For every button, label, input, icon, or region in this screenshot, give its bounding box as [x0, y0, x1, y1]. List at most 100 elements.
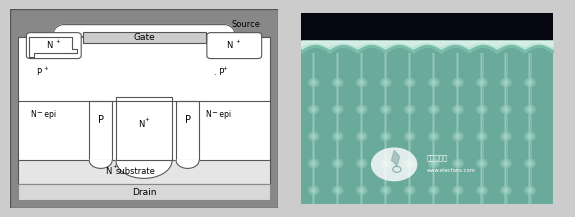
Ellipse shape	[479, 107, 485, 112]
Ellipse shape	[404, 132, 416, 141]
Ellipse shape	[524, 132, 536, 141]
Ellipse shape	[476, 186, 488, 195]
Text: N: N	[138, 120, 144, 129]
Ellipse shape	[476, 132, 488, 141]
Ellipse shape	[380, 186, 392, 195]
Ellipse shape	[428, 159, 439, 168]
Text: N: N	[106, 167, 112, 176]
Bar	[409, 53, 411, 204]
Ellipse shape	[308, 78, 319, 87]
Ellipse shape	[452, 186, 463, 195]
Ellipse shape	[431, 107, 436, 112]
Ellipse shape	[404, 159, 416, 168]
Ellipse shape	[407, 134, 413, 139]
Text: epi: epi	[217, 110, 231, 119]
Ellipse shape	[407, 161, 413, 166]
Ellipse shape	[380, 105, 392, 114]
Ellipse shape	[431, 161, 436, 166]
Ellipse shape	[524, 159, 536, 168]
Ellipse shape	[310, 188, 316, 193]
Ellipse shape	[335, 161, 340, 166]
Text: −: −	[212, 110, 217, 117]
Ellipse shape	[476, 105, 488, 114]
Ellipse shape	[308, 159, 319, 168]
Ellipse shape	[527, 80, 533, 85]
Text: +: +	[236, 39, 240, 44]
Polygon shape	[29, 37, 77, 57]
Ellipse shape	[455, 107, 461, 112]
Ellipse shape	[428, 78, 439, 87]
Bar	[360, 53, 363, 204]
Ellipse shape	[380, 159, 392, 168]
Ellipse shape	[524, 186, 536, 195]
Circle shape	[371, 147, 417, 181]
Ellipse shape	[428, 186, 439, 195]
FancyBboxPatch shape	[26, 33, 81, 59]
Bar	[457, 53, 458, 204]
Ellipse shape	[452, 132, 463, 141]
Bar	[384, 53, 388, 204]
Ellipse shape	[428, 132, 439, 141]
Ellipse shape	[407, 188, 413, 193]
Ellipse shape	[455, 161, 461, 166]
Ellipse shape	[527, 134, 533, 139]
Text: +: +	[223, 66, 227, 71]
Ellipse shape	[356, 132, 367, 141]
Ellipse shape	[335, 188, 340, 193]
Polygon shape	[53, 25, 235, 37]
Bar	[18, 160, 270, 184]
Ellipse shape	[356, 159, 367, 168]
Ellipse shape	[383, 134, 389, 139]
Polygon shape	[89, 160, 112, 168]
Ellipse shape	[452, 105, 463, 114]
Ellipse shape	[359, 161, 365, 166]
Ellipse shape	[455, 80, 461, 85]
Ellipse shape	[380, 78, 392, 87]
Ellipse shape	[476, 78, 488, 87]
Ellipse shape	[431, 134, 436, 139]
Ellipse shape	[308, 105, 319, 114]
Text: −: −	[37, 110, 43, 117]
Ellipse shape	[431, 188, 436, 193]
Ellipse shape	[500, 78, 512, 87]
Ellipse shape	[310, 134, 316, 139]
Text: +: +	[43, 66, 48, 71]
Text: N: N	[227, 41, 233, 50]
Bar	[456, 53, 459, 204]
Polygon shape	[116, 160, 172, 178]
Text: 电子发烧友: 电子发烧友	[427, 154, 448, 161]
Text: N: N	[30, 110, 36, 119]
Text: N: N	[46, 41, 52, 50]
Text: +: +	[55, 39, 60, 44]
Ellipse shape	[332, 78, 343, 87]
Bar	[505, 53, 507, 204]
Ellipse shape	[356, 186, 367, 195]
Ellipse shape	[383, 80, 389, 85]
Ellipse shape	[455, 188, 461, 193]
Ellipse shape	[383, 188, 389, 193]
Bar	[337, 53, 338, 204]
Ellipse shape	[452, 78, 463, 87]
Ellipse shape	[500, 105, 512, 114]
Ellipse shape	[524, 78, 536, 87]
Ellipse shape	[383, 161, 389, 166]
Ellipse shape	[527, 107, 533, 112]
Bar	[432, 53, 435, 204]
Bar	[481, 53, 482, 204]
Text: P: P	[185, 115, 191, 125]
Text: P: P	[36, 68, 41, 77]
Ellipse shape	[479, 80, 485, 85]
Text: www.elecfans.com: www.elecfans.com	[427, 168, 476, 173]
Ellipse shape	[476, 159, 488, 168]
Bar	[361, 53, 362, 204]
Ellipse shape	[503, 188, 509, 193]
Ellipse shape	[380, 132, 392, 141]
Ellipse shape	[359, 107, 365, 112]
Text: +: +	[112, 164, 117, 169]
Ellipse shape	[332, 159, 343, 168]
Ellipse shape	[500, 159, 512, 168]
Text: P: P	[98, 115, 103, 125]
Ellipse shape	[503, 80, 509, 85]
Ellipse shape	[407, 107, 413, 112]
Text: . P: . P	[213, 68, 224, 77]
